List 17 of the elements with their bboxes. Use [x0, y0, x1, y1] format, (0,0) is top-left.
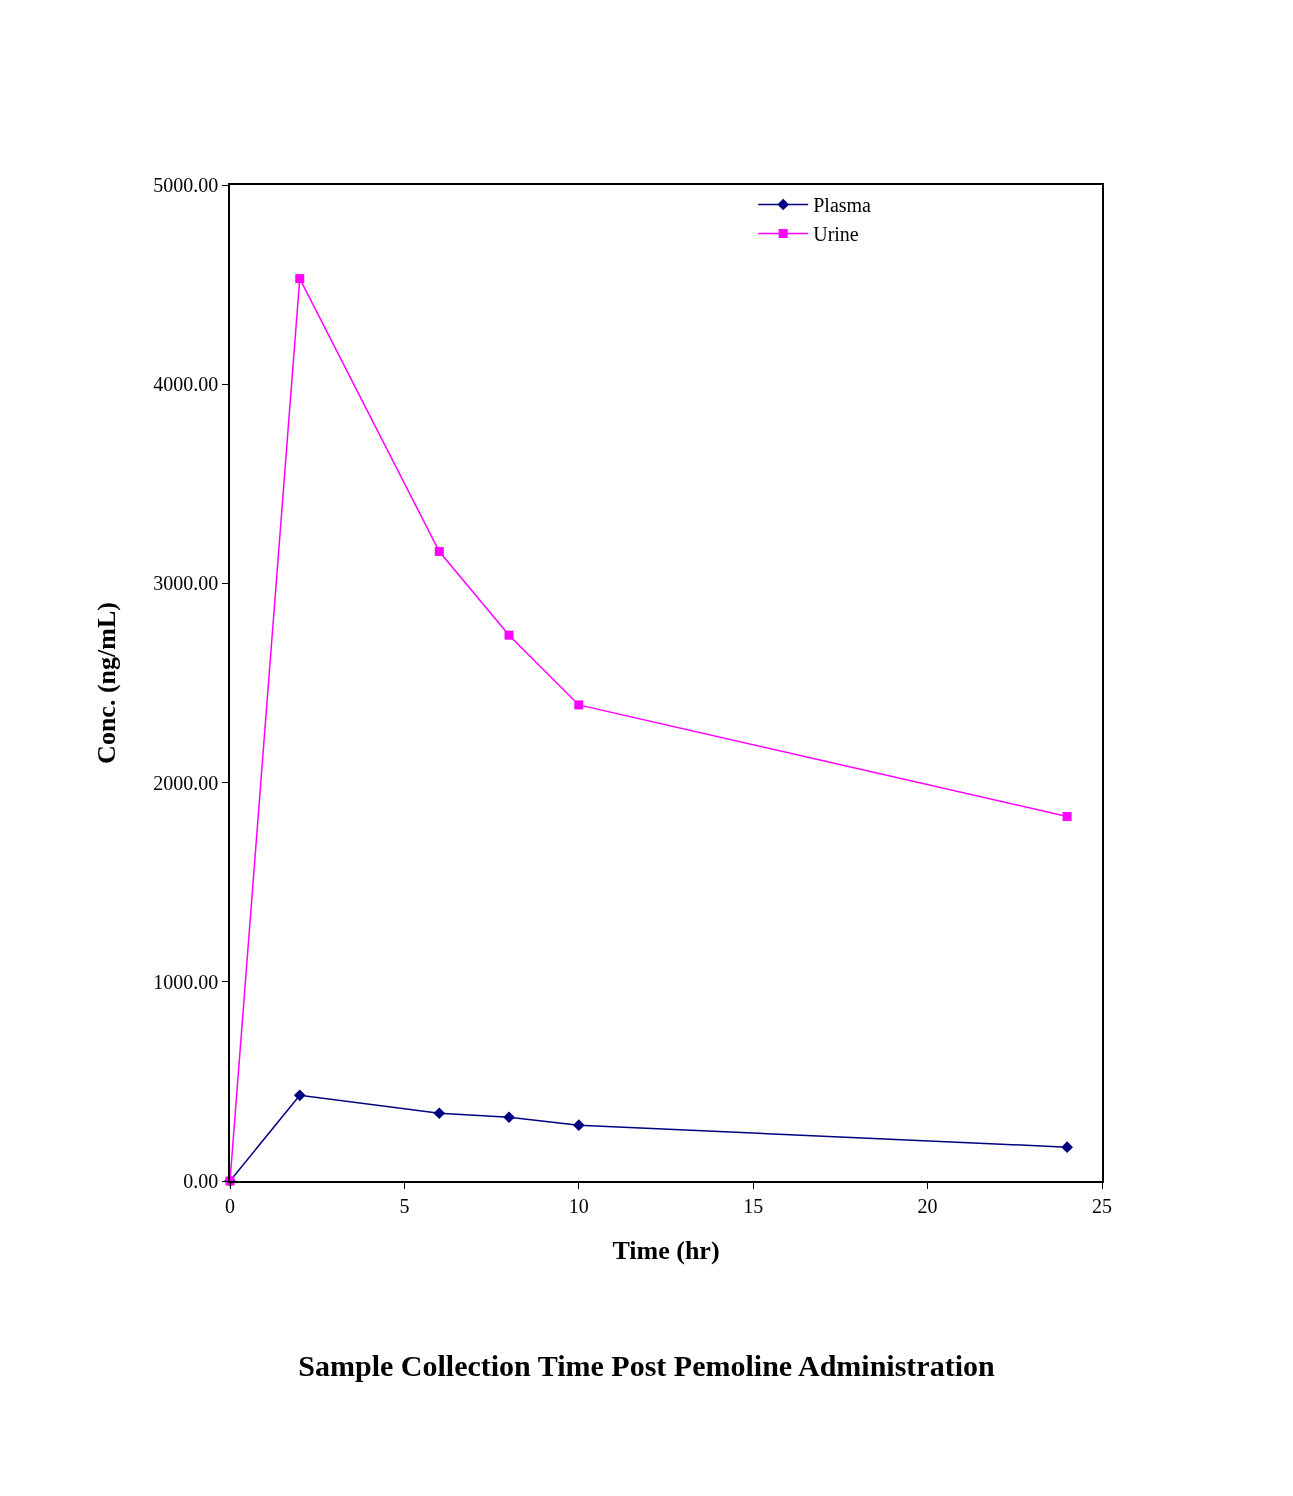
- y-tick-label: 0.00: [183, 1170, 219, 1192]
- y-axis-title: Conc. (ng/mL): [92, 602, 122, 764]
- x-axis-title: Time (hr): [612, 1235, 720, 1265]
- legend-label: Urine: [813, 223, 859, 246]
- y-tick-label: 3000.00: [153, 572, 219, 595]
- y-tick-label: 2000.00: [153, 771, 219, 794]
- x-tick-label: 0: [225, 1194, 235, 1217]
- y-tick-label: 5000.00: [153, 174, 219, 196]
- y-tick-label: 1000.00: [153, 970, 219, 993]
- x-tick-label: 20: [917, 1194, 938, 1217]
- legend-label: Plasma: [813, 194, 872, 217]
- x-tick-label: 25: [1092, 1194, 1112, 1217]
- x-tick-label: 5: [399, 1194, 410, 1217]
- y-tick-label: 4000.00: [153, 373, 219, 396]
- x-tick-label: 15: [743, 1194, 764, 1217]
- x-tick-label: 10: [568, 1194, 589, 1217]
- text: Sample Collection Time Post Pemoline Administration: [298, 1349, 995, 1383]
